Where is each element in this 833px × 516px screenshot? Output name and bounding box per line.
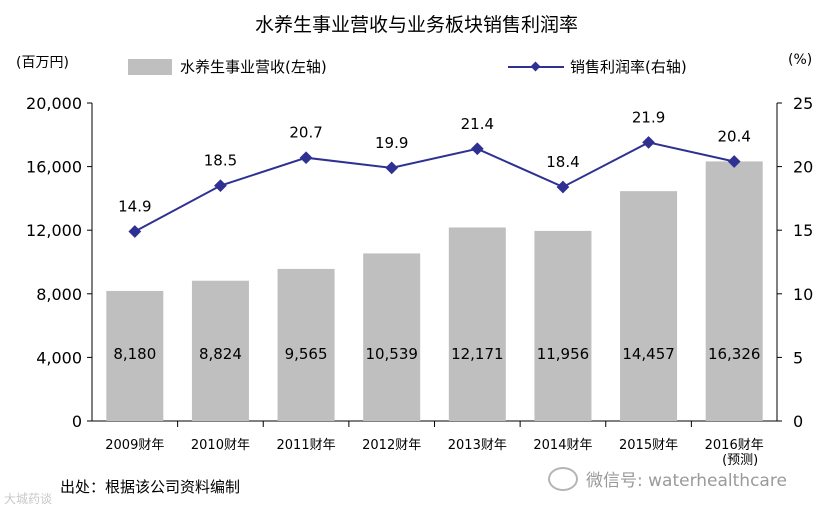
legend-item-revenue: 水养生事业营收(左轴)	[128, 56, 327, 77]
bar	[620, 191, 678, 421]
right-tick-label: 25	[793, 94, 813, 113]
line-point	[214, 179, 227, 193]
bar	[705, 161, 763, 421]
left-tick-label: 12,000	[26, 221, 82, 240]
x-tick-label: 2011财年	[277, 438, 336, 453]
wechat-id-text: 微信号: waterhealthcare	[586, 471, 787, 491]
source-note: 出处：根据该公司资料编制	[60, 478, 241, 496]
bar-data-label: 11,956	[537, 345, 590, 363]
wechat-icon	[548, 466, 578, 491]
bar-data-label: 16,326	[708, 345, 761, 363]
line-point	[128, 225, 142, 238]
legend-swatch-bar	[128, 58, 172, 75]
line-data-label: 18.5	[204, 152, 237, 170]
chart-title: 水养生事业营收与业务板块销售利润率	[254, 14, 578, 36]
bar-data-label: 12,171	[451, 345, 504, 363]
line-point	[470, 142, 484, 156]
left-axis-unit: (百万円)	[16, 55, 69, 71]
bar	[191, 280, 249, 421]
line-point	[642, 136, 655, 149]
bar-data-label: 8,824	[199, 345, 242, 363]
right-tick-label: 20	[793, 158, 813, 177]
bar-data-label: 8,180	[113, 345, 156, 363]
legend-label-margin: 销售利润率(右轴)	[570, 58, 687, 76]
legend-label-revenue: 水养生事业营收(左轴)	[180, 58, 327, 76]
right-tick-label: 15	[793, 221, 813, 240]
right-tick-label: 5	[793, 348, 803, 367]
line-data-label: 20.7	[289, 124, 322, 142]
bar	[277, 268, 335, 421]
x-tick-label: 2015财年	[619, 438, 678, 453]
bar-data-label: 10,539	[365, 345, 418, 363]
line-data-label: 19.9	[375, 134, 408, 152]
line-data-label: 20.4	[717, 128, 750, 146]
line-data-label: 14.9	[118, 197, 151, 215]
x-tick-label: 2016财年	[705, 438, 764, 453]
x-tick-label: 2010财年	[191, 438, 250, 453]
bar	[534, 230, 592, 421]
left-tick-label: 16,000	[26, 158, 82, 177]
bar-data-label: 9,565	[285, 345, 328, 363]
right-tick-label: 0	[793, 412, 803, 431]
x-tick-label: 2012财年	[362, 438, 421, 453]
legend-item-margin: 销售利润率(右轴)	[508, 56, 687, 77]
line-data-label: 21.9	[632, 108, 665, 126]
line-point	[385, 161, 399, 175]
bar-data-label: 14,457	[622, 345, 675, 363]
line-data-label: 18.4	[546, 153, 579, 171]
margin-line	[134, 141, 735, 233]
watermark: 大城药谈	[4, 492, 53, 506]
bar	[363, 253, 421, 421]
left-tick-label: 20,000	[26, 94, 82, 113]
line-data-label: 21.4	[461, 115, 494, 133]
bar	[106, 290, 164, 421]
wechat-id: 微信号: waterhealthcare	[548, 466, 787, 491]
x-tick-label: 2013财年	[448, 438, 507, 453]
right-axis-unit: (%)	[788, 52, 813, 68]
x-tick-label: 2014财年	[533, 438, 592, 453]
x-tick-label: 2009财年	[105, 438, 164, 453]
bar	[448, 227, 506, 421]
line-point	[299, 151, 313, 165]
left-tick-label: 8,000	[36, 285, 82, 304]
line-point	[556, 180, 570, 194]
x-tick-note: (预测)	[722, 453, 758, 468]
legend-swatch-line	[508, 59, 564, 75]
right-tick-label: 10	[793, 285, 813, 304]
left-tick-label: 0	[72, 412, 82, 431]
left-tick-label: 4,000	[36, 348, 82, 367]
